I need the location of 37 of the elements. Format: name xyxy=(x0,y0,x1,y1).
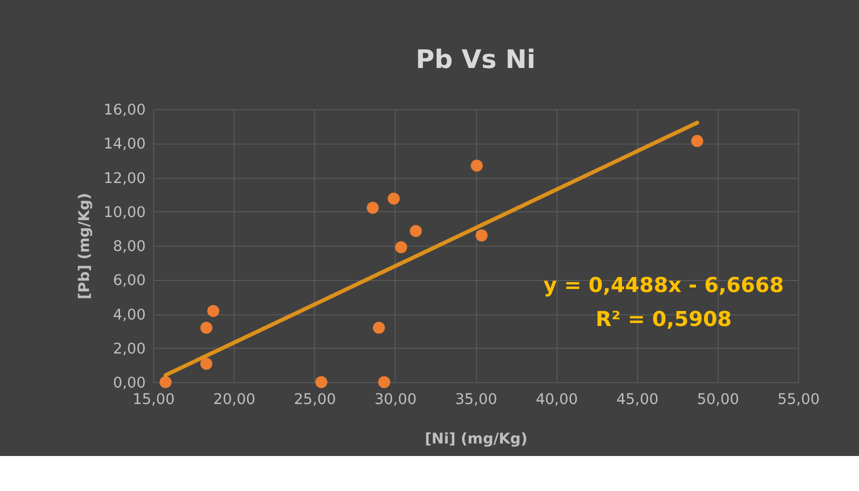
point xyxy=(207,305,220,317)
x-tick-label: 20,00 xyxy=(213,391,256,408)
point xyxy=(315,376,328,388)
x-tick-label: 35,00 xyxy=(455,391,498,408)
y-tick-label: 14,00 xyxy=(104,136,146,153)
x-axis-title: [Ni] (mg/Kg) xyxy=(424,430,528,448)
point xyxy=(372,322,385,334)
point xyxy=(200,322,212,334)
x-tick-label: 15,00 xyxy=(132,391,175,408)
point xyxy=(378,376,390,388)
point xyxy=(691,134,704,147)
x-tick-label: 30,00 xyxy=(374,391,417,408)
x-tick-label: 55,00 xyxy=(778,391,820,408)
y-tick-label: 0,00 xyxy=(113,374,146,392)
annotation: y = 0,4488x - 6,6668 xyxy=(543,272,784,297)
y-tick-label: 12,00 xyxy=(104,170,146,187)
chart-title: Pb Vs Ni xyxy=(416,44,536,75)
point xyxy=(160,376,172,388)
point xyxy=(395,241,408,254)
y-axis-title: [Pb] (mg/Kg) xyxy=(76,192,93,300)
x-tick-label: 25,00 xyxy=(294,391,336,408)
y-tick-label: 6,00 xyxy=(113,272,146,290)
y-tick-label: 10,00 xyxy=(104,204,146,221)
point xyxy=(366,202,379,214)
x-tick-label: 45,00 xyxy=(616,391,658,408)
y-tick-label: 2,00 xyxy=(113,340,146,358)
annotation: R² = 0,5908 xyxy=(596,307,732,332)
x-tick-label: 40,00 xyxy=(536,391,578,408)
point xyxy=(410,225,422,237)
x-tick-label: 50,00 xyxy=(696,391,740,408)
y-tick-label: 8,00 xyxy=(113,238,146,256)
point xyxy=(200,358,212,370)
point xyxy=(388,192,400,205)
point xyxy=(470,160,483,172)
y-tick-label: 16,00 xyxy=(104,102,146,119)
point xyxy=(476,229,488,242)
y-tick-label: 4,00 xyxy=(113,306,146,324)
